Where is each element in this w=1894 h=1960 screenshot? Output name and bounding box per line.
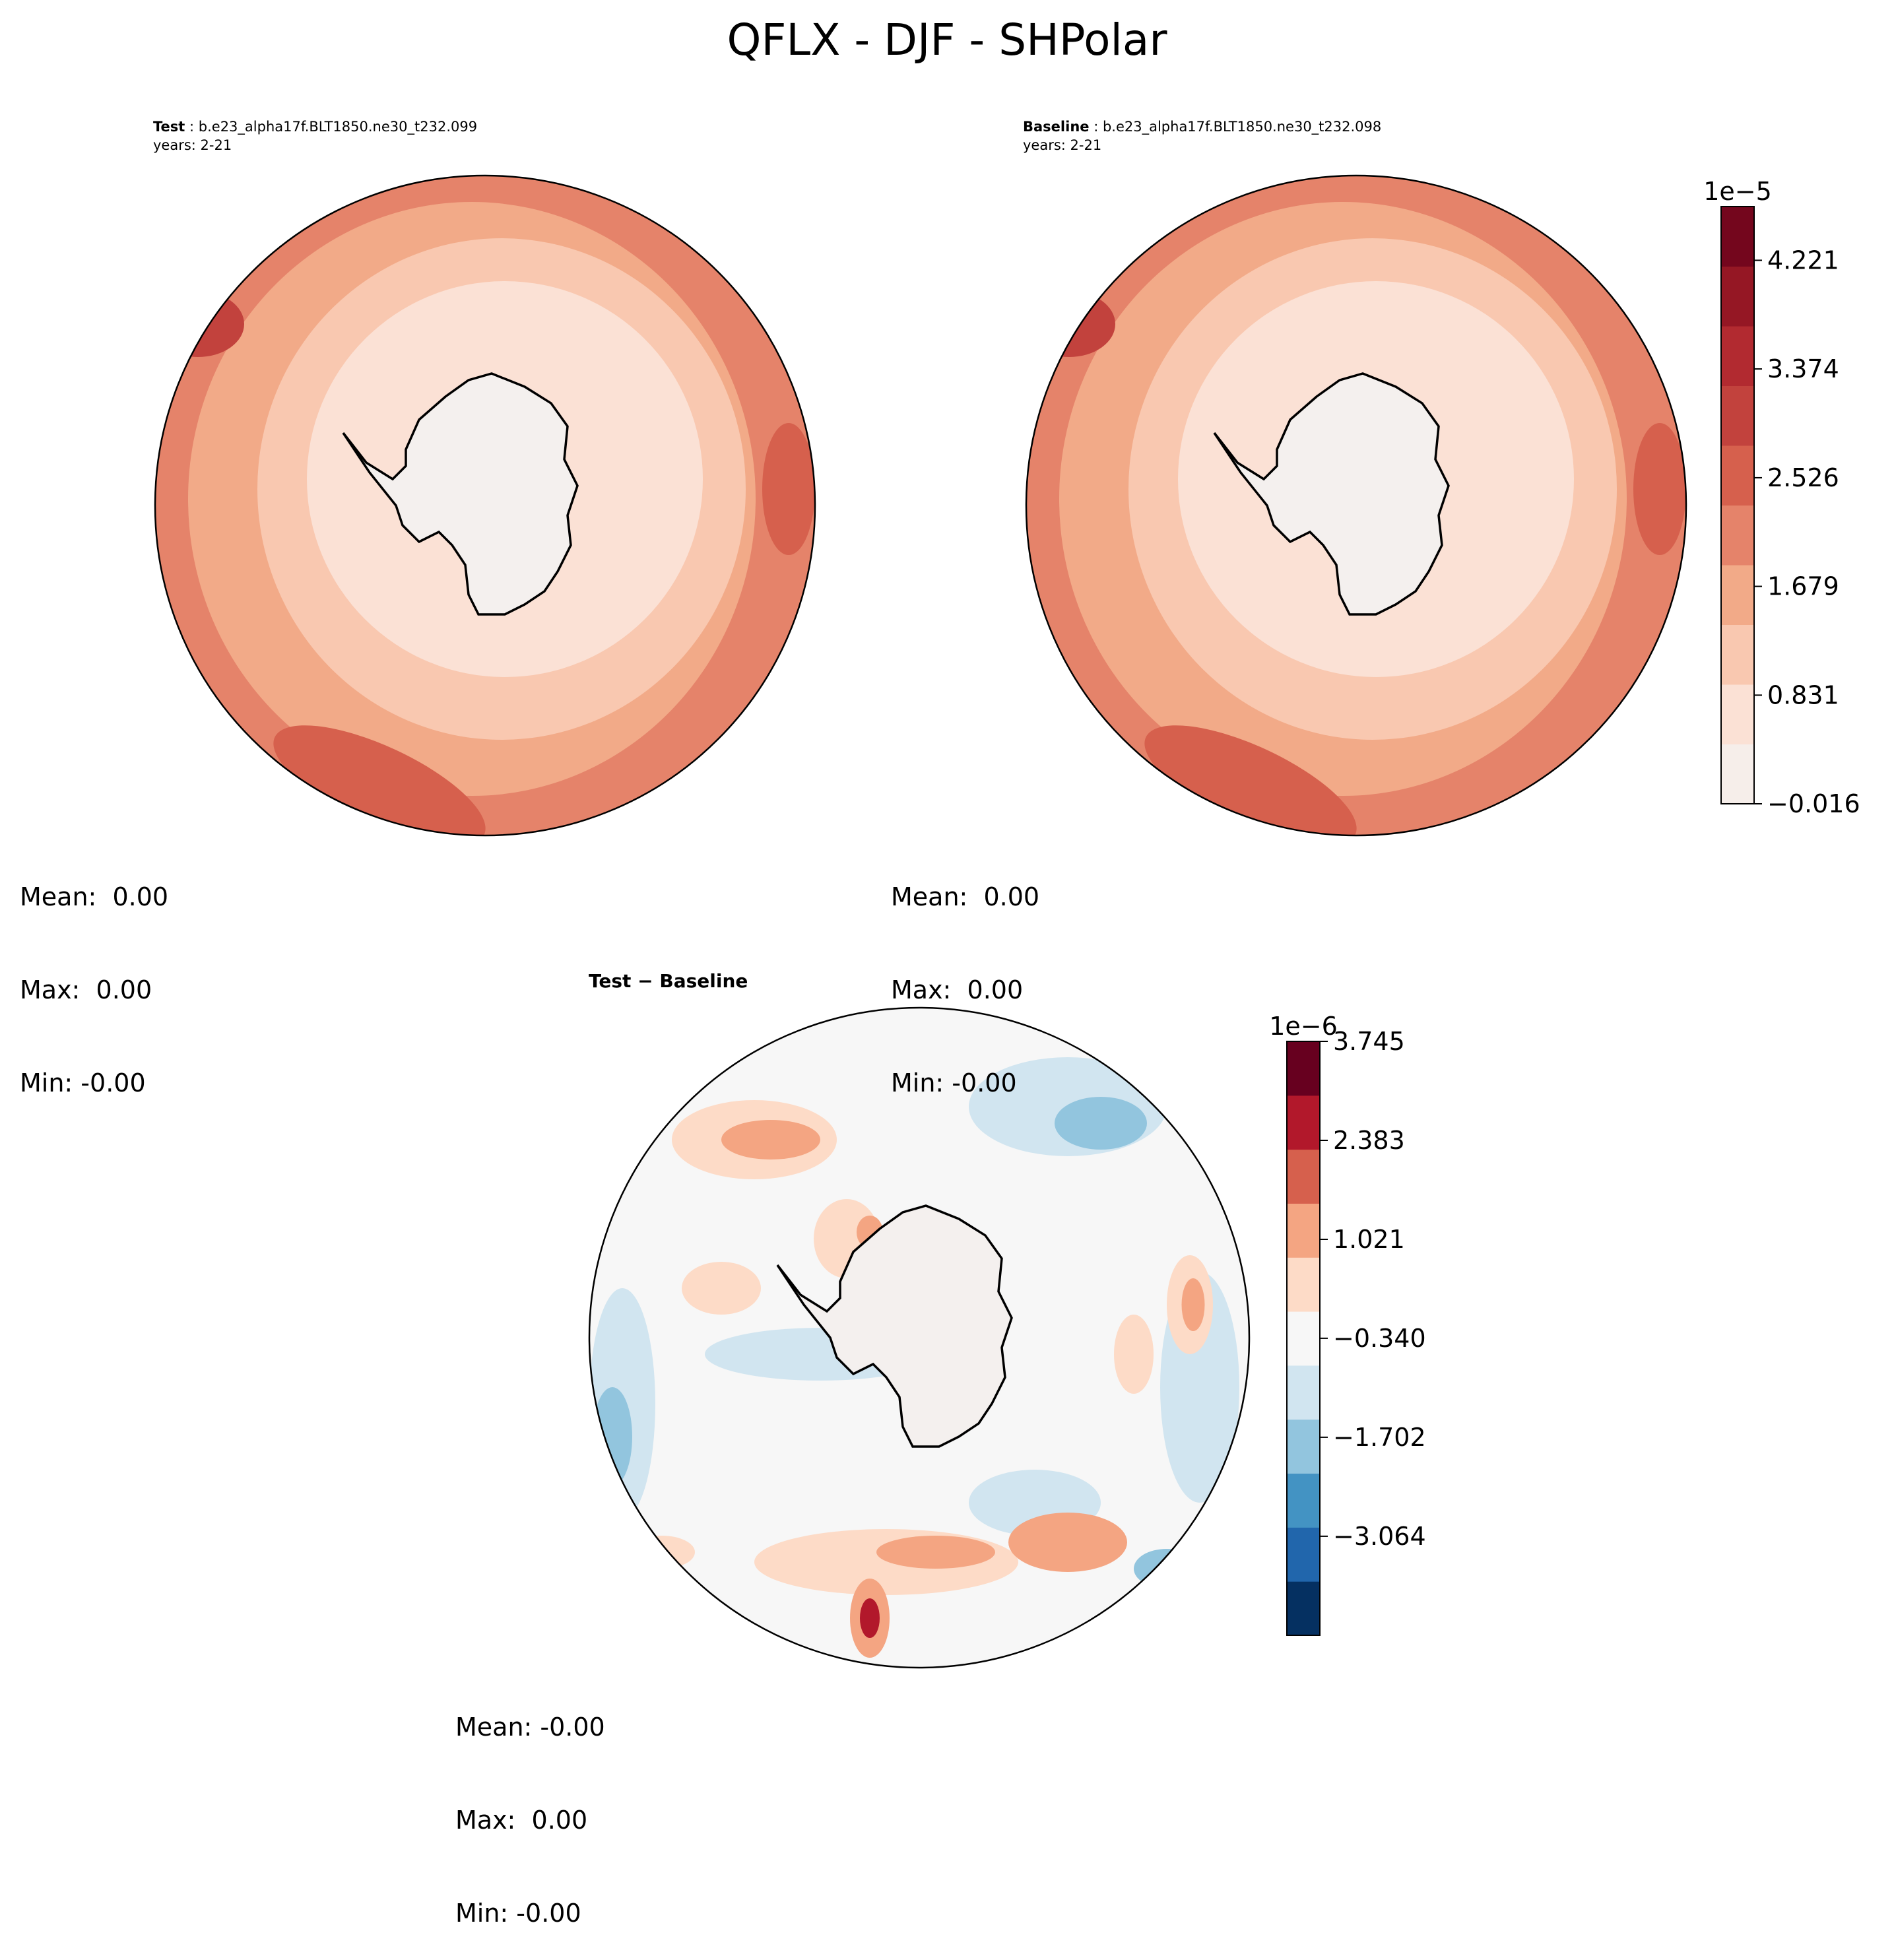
baseline-panel-title: Baseline : b.e23_alpha17f.BLT1850.ne30_t… [1023,119,1382,153]
baseline-colorbar-frame [1720,206,1755,804]
test-high-spot-nw [155,291,244,357]
baseline-colorbar-tick-label: 1.679 [1767,572,1839,601]
diff-map-border [588,1006,1251,1669]
diff-colorbar-segment [1287,1365,1320,1420]
baseline-colorbar-tick-label: 2.526 [1767,463,1839,492]
diff-contour-20 [1114,1315,1154,1394]
baseline-map-border [1025,174,1687,837]
baseline-high-spot-nw [1026,291,1115,357]
diff-mean: Mean: -0.00 [455,1713,605,1742]
diff-colorbar-segment [1287,1473,1320,1528]
test-high-band-south [273,725,486,835]
test-min: Min: -0.00 [20,1068,146,1097]
test-map [154,174,816,837]
diff-contour-4 [593,1387,632,1486]
test-panel-title: Test : b.e23_alpha17f.BLT1850.ne30_t232.… [153,119,478,153]
baseline-colorbar-segment [1721,326,1754,386]
baseline-years: years: 2-21 [1023,137,1102,153]
diff-colorbar-tick-label: 3.745 [1333,1027,1405,1056]
baseline-colorbar-segment [1721,266,1754,327]
baseline-colorbar-segment [1721,565,1754,625]
diff-map [588,1006,1251,1669]
diff-contour-9 [721,1120,820,1160]
diff-colorbar-tick-label: 2.383 [1333,1126,1405,1155]
test-years: years: 2-21 [153,137,232,153]
diff-colorbar-segment [1287,1041,1320,1096]
diff-colorbar-tick-label: 1.021 [1333,1225,1405,1254]
baseline-colorbar-segment [1721,385,1754,446]
baseline-max: Max: 0.00 [891,975,1024,1004]
diff-stats: Mean: -0.00 Max: 0.00 Min: -0.00 [455,1650,605,1960]
test-max: Max: 0.00 [20,975,152,1004]
test-label: Test [153,119,185,135]
baseline-colorbar-exponent: 1e−5 [1703,177,1772,206]
test-case-name: b.e23_alpha17f.BLT1850.ne30_t232.099 [198,119,478,135]
diff-colorbar-segment [1287,1311,1320,1366]
diff-contour-13 [860,1598,880,1638]
baseline-case-name: b.e23_alpha17f.BLT1850.ne30_t232.098 [1102,119,1382,135]
test-stats: Mean: 0.00 Max: 0.00 Min: -0.00 [20,820,168,1130]
baseline-label: Baseline [1023,119,1090,135]
baseline-min: Min: -0.00 [891,1068,1017,1097]
baseline-mean: Mean: 0.00 [891,882,1040,911]
diff-panel-title: Test − Baseline [589,970,748,992]
baseline-colorbar-segment [1721,684,1754,744]
test-high-band-east [762,423,815,555]
diff-colorbar-segment [1287,1581,1320,1636]
diff-colorbar-segment [1287,1419,1320,1474]
diff-colorbar-segment [1287,1527,1320,1582]
baseline-map [1025,174,1687,837]
diff-min: Min: -0.00 [455,1899,581,1928]
diff-colorbar-segment [1287,1257,1320,1312]
diff-antarctica-outline [776,1204,1013,1448]
diff-contour-21 [629,1536,695,1569]
baseline-colorbar-tick-label: −0.016 [1767,789,1860,818]
test-antarctica-outline [342,372,579,616]
baseline-colorbar-tick-label: 3.374 [1767,354,1839,383]
baseline-colorbar: −0.016 0.831 1.679 2.526 3.374 4.221 1e−5 [1703,177,1860,818]
figure-canvas: −0.016 0.831 1.679 2.526 3.374 4.221 1e−5 −3.06… [154,174,1860,1669]
diff-contour-14 [1008,1513,1127,1572]
baseline-high-band-south [1144,725,1357,835]
baseline-high-band-east [1633,423,1686,555]
test-mean: Mean: 0.00 [20,882,169,911]
test-map-border [154,174,816,837]
diff-colorbar-segment [1287,1149,1320,1204]
diff-colorbar-exponent: 1e−6 [1269,1012,1338,1041]
baseline-colorbar-segment [1721,445,1754,506]
diff-contour-11 [876,1536,995,1569]
diff-colorbar-tick-label: −1.702 [1333,1423,1426,1452]
baseline-colorbar-segment [1721,744,1754,804]
diff-max: Max: 0.00 [455,1806,588,1835]
baseline-colorbar-segment [1721,207,1754,267]
baseline-colorbar-tick-label: 4.221 [1767,245,1839,275]
diff-contour-16 [1181,1278,1205,1331]
diff-colorbar-segment [1287,1095,1320,1150]
diff-contour-1 [1055,1097,1147,1150]
diff-colorbar-segment [1287,1203,1320,1258]
baseline-colorbar-tick-label: 0.831 [1767,680,1839,709]
diff-colorbar-tick-label: −0.340 [1333,1324,1426,1353]
baseline-colorbar-segment [1721,624,1754,685]
baseline-colorbar-segment [1721,505,1754,566]
baseline-stats: Mean: 0.00 Max: 0.00 Min: -0.00 [891,820,1039,1130]
diff-colorbar-tick-label: −3.064 [1333,1522,1426,1551]
figure-title: QFLX - DJF - SHPolar [727,15,1167,65]
diff-contour-17 [682,1262,761,1315]
baseline-antarctica-outline [1213,372,1450,616]
